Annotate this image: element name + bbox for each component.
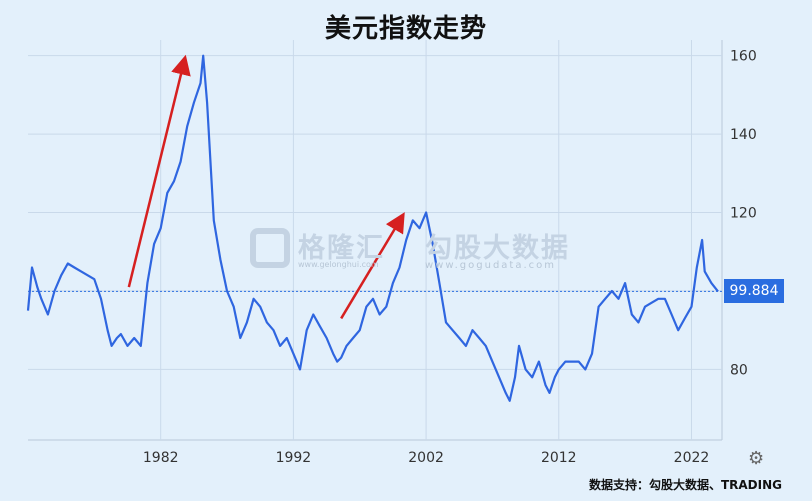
gear-icon[interactable]: ⚙ [748,448,765,469]
chart-title: 美元指数走势 [324,14,487,44]
y-tick-label: 120 [730,206,757,222]
x-tick-label: 1982 [143,450,179,466]
grid-layer [28,40,723,441]
g-logo-icon [250,228,290,268]
series-layer [26,54,719,402]
watermark-url: www.gogudata.com [425,260,557,271]
trend-arrow [340,212,405,320]
x-tick-label: 2002 [408,450,444,466]
watermark-url-left: www.gelonghui.com [298,260,379,269]
watermark-brand2: 勾股大数据 [425,233,570,264]
x-tick-label: 2012 [541,450,577,466]
series-line [26,54,719,402]
current-value-label: 99.884 [724,279,784,304]
trend-arrow [127,54,191,288]
x-tick-label: 2022 [674,450,710,466]
source-note: 数据支持：勾股大数据、TRADING [588,478,782,492]
annotation-layer [127,54,405,320]
y-tick-label: 80 [730,362,748,378]
watermark-brand: 格隆汇 [298,233,385,264]
tick-layer: 80 120 140 160 1982 1992 2002 2012 2022 [143,49,757,466]
x-tick-label: 1992 [276,450,312,466]
y-tick-label: 160 [730,49,757,65]
y-tick-label: 140 [730,127,757,143]
